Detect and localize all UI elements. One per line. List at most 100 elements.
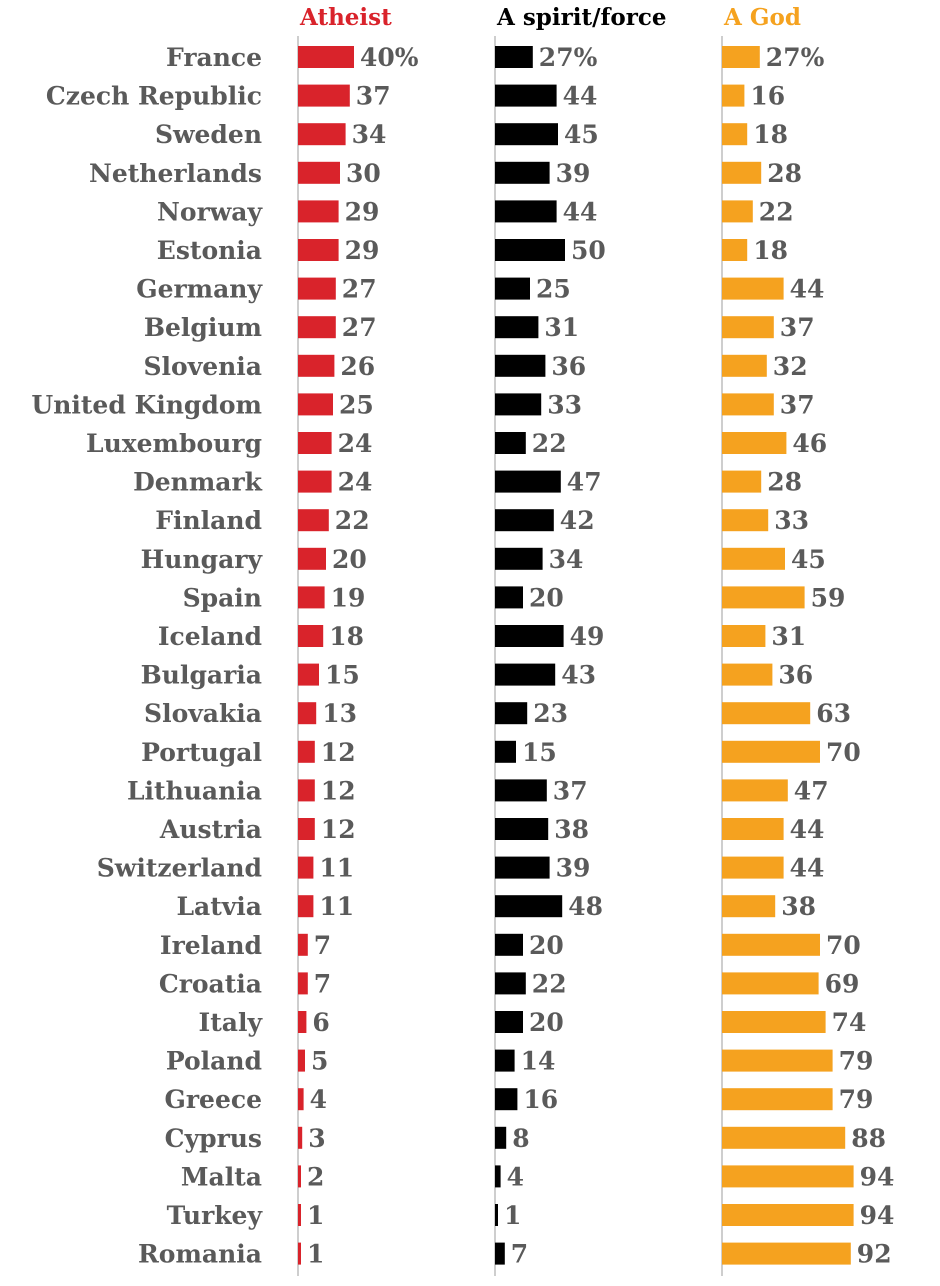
- data-label-atheist: 37: [356, 82, 391, 111]
- data-label-a-god: 70: [826, 931, 861, 960]
- data-label-a-spirit-force: 15: [522, 738, 557, 767]
- data-label-a-god: 38: [781, 892, 816, 921]
- data-label-atheist: 40%: [360, 43, 419, 72]
- bar-a-god: [722, 856, 784, 879]
- bar-a-god: [722, 470, 762, 493]
- bar-a-spirit-force: [495, 663, 556, 686]
- data-label-a-god: 94: [860, 1201, 895, 1230]
- data-label-a-god: 63: [816, 699, 851, 728]
- bar-a-god: [722, 161, 762, 184]
- data-label-atheist: 24: [338, 468, 373, 497]
- data-label-atheist: 5: [311, 1047, 328, 1076]
- category-label: Portugal: [141, 738, 262, 767]
- bar-a-spirit-force: [495, 1126, 507, 1149]
- data-label-atheist: 15: [325, 661, 360, 690]
- data-label-atheist: 29: [345, 197, 380, 226]
- data-label-a-spirit-force: 33: [547, 390, 582, 419]
- category-label: Bulgaria: [141, 661, 262, 690]
- bar-a-god: [722, 123, 748, 146]
- series-header-atheist: Atheist: [299, 4, 392, 31]
- bar-a-god: [722, 1088, 833, 1111]
- category-label: Iceland: [158, 622, 262, 651]
- data-label-a-god: 88: [851, 1124, 886, 1153]
- bar-atheist: [298, 1049, 305, 1072]
- data-label-a-god: 79: [839, 1047, 874, 1076]
- bar-a-spirit-force: [495, 818, 549, 840]
- data-label-a-spirit-force: 27%: [539, 43, 598, 72]
- category-label: Czech Republic: [46, 82, 262, 111]
- bar-atheist: [298, 1126, 303, 1149]
- data-label-a-spirit-force: 16: [523, 1085, 558, 1114]
- bar-a-god: [722, 895, 776, 918]
- category-label: France: [166, 43, 262, 72]
- bar-a-god: [722, 316, 774, 339]
- data-label-a-spirit-force: 36: [551, 352, 586, 381]
- bar-a-spirit-force: [495, 895, 563, 918]
- category-label: Poland: [166, 1047, 262, 1076]
- data-label-atheist: 19: [331, 583, 366, 612]
- bar-a-god: [722, 1126, 846, 1149]
- bar-atheist: [298, 239, 339, 261]
- category-label: Romania: [138, 1240, 262, 1269]
- data-label-a-spirit-force: 8: [512, 1124, 529, 1153]
- bar-atheist: [298, 200, 339, 223]
- data-label-atheist: 11: [319, 854, 354, 883]
- category-label: Latvia: [176, 892, 262, 921]
- bar-a-god: [722, 547, 785, 570]
- bar-a-god: [722, 239, 748, 261]
- bar-a-spirit-force: [495, 779, 547, 802]
- bar-a-spirit-force: [495, 354, 546, 377]
- bar-a-spirit-force: [495, 277, 530, 300]
- bar-atheist: [298, 740, 315, 763]
- data-label-a-spirit-force: 47: [567, 468, 602, 497]
- data-label-a-god: 70: [826, 738, 861, 767]
- bar-atheist: [298, 586, 325, 609]
- data-label-a-spirit-force: 44: [563, 82, 598, 111]
- data-label-a-spirit-force: 25: [536, 275, 571, 304]
- bar-atheist: [298, 1011, 307, 1033]
- bar-a-god: [722, 432, 787, 454]
- bar-atheist: [298, 161, 340, 184]
- data-label-atheist: 30: [346, 159, 381, 188]
- bar-a-spirit-force: [495, 1165, 501, 1188]
- bar-a-god: [722, 393, 774, 416]
- bar-a-spirit-force: [495, 239, 565, 261]
- bar-a-spirit-force: [495, 393, 542, 416]
- data-label-atheist: 22: [335, 506, 370, 535]
- data-label-a-spirit-force: 37: [553, 776, 588, 805]
- category-label: Slovenia: [143, 352, 262, 381]
- data-label-atheist: 12: [321, 815, 356, 844]
- category-label: Switzerland: [97, 854, 262, 883]
- bar-a-spirit-force: [495, 625, 564, 647]
- bar-a-god: [722, 740, 820, 763]
- bar-a-spirit-force: [495, 856, 550, 879]
- data-label-a-god: 94: [860, 1162, 895, 1191]
- data-label-a-spirit-force: 44: [563, 197, 598, 226]
- data-label-a-spirit-force: 1: [504, 1201, 521, 1230]
- bar-atheist: [298, 818, 315, 840]
- data-label-a-spirit-force: 49: [570, 622, 605, 651]
- bar-atheist: [298, 1204, 301, 1226]
- bar-a-god: [722, 972, 819, 995]
- category-label: Cyprus: [165, 1124, 262, 1153]
- data-label-atheist: 12: [321, 738, 356, 767]
- bar-a-spirit-force: [495, 1049, 515, 1072]
- bar-atheist: [298, 856, 314, 879]
- data-label-a-spirit-force: 34: [549, 545, 584, 574]
- bar-atheist: [298, 432, 332, 454]
- bar-a-spirit-force: [495, 547, 543, 570]
- data-label-a-spirit-force: 45: [564, 120, 599, 149]
- data-label-a-god: 59: [811, 583, 846, 612]
- bar-atheist: [298, 316, 336, 339]
- bar-a-god: [722, 818, 784, 840]
- bar-a-god: [722, 1204, 854, 1226]
- bar-a-spirit-force: [495, 933, 523, 956]
- category-label: United Kingdom: [31, 390, 262, 419]
- bar-a-spirit-force: [495, 200, 557, 223]
- data-label-a-spirit-force: 48: [568, 892, 603, 921]
- category-label: Belgium: [144, 313, 262, 342]
- bar-atheist: [298, 123, 346, 146]
- bar-atheist: [298, 393, 333, 416]
- category-label: Norway: [157, 197, 263, 226]
